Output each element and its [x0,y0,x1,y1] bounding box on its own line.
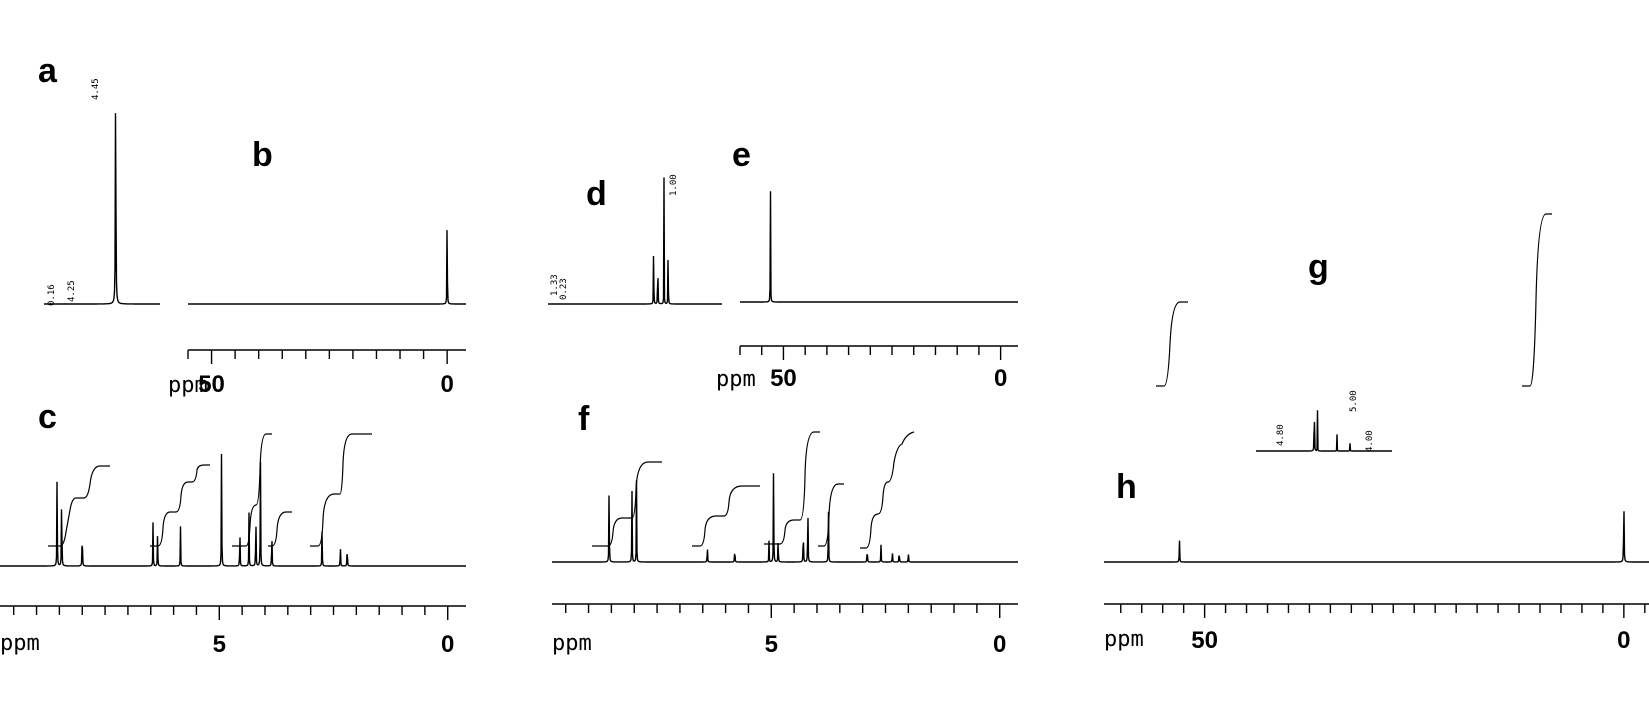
panel-a-peak-label-3: 0.16 [47,284,57,306]
panel-d-peak-label-1: 1.00 [669,174,679,196]
panel-c-integral-5 [310,433,372,547]
panel-e-label: e [732,136,751,174]
panel-f-integral-3 [764,431,820,545]
panel-h-tick-label-0: 0 [1617,627,1630,654]
panel-e: e ppm 50 0 [716,136,1018,392]
panel-d-peak-label-2: 1.33 [550,274,560,296]
panel-h-integral-2 [1522,213,1552,387]
panel-a-peak-label-2: 4.25 [67,280,77,302]
panel-a-spectrum [44,113,160,305]
panel-e-tick-label-50: 50 [770,365,797,392]
panel-b-label: b [252,136,273,174]
panel-g-peak-label-1: 4.80 [1276,424,1286,446]
panel-f-integral-5 [860,431,915,549]
panel-b-spectrum [188,230,466,305]
panel-f-axis-label: ppm [552,631,592,656]
panel-c: c ppm 5 0 [0,398,466,658]
panel-h-label: h [1116,468,1137,506]
panel-c-integral-1 [48,465,110,547]
panel-b: b ppm 50 0 [168,136,466,398]
panel-g-peak-label-3: 5.00 [1349,390,1359,412]
panel-f-label: f [578,400,590,438]
panel-f-integral-1 [592,461,662,547]
panel-e-axis [739,345,1018,360]
panel-b-axis [187,349,466,364]
panel-f-spectrum [552,473,1018,563]
panel-f-tick-label-5: 5 [765,631,778,658]
panel-g-peak-label-2: 4.00 [1365,430,1375,452]
panel-a-peak-label-1: 4.45 [91,78,101,100]
panel-f-integral-4 [818,483,844,547]
panel-f: f ppm 5 0 [552,400,1018,658]
panel-h-axis-label: ppm [1104,627,1144,652]
panel-h-tick-label-50: 50 [1191,627,1218,654]
panel-b-tick-label-50: 50 [198,371,225,398]
panel-a-label: a [38,52,58,90]
panel-c-axis [0,605,466,620]
panel-e-spectrum [740,191,1018,303]
panel-c-integral-2 [150,464,210,547]
panel-c-label: c [38,398,57,436]
panel-c-spectrum [0,453,466,567]
panel-g: g 4.80 4.00 5.00 [1256,248,1392,452]
panel-c-tick-label-5: 5 [213,631,226,658]
panel-f-axis [552,603,1018,618]
panel-g-spectrum [1256,410,1392,452]
panel-b-tick-label-0: 0 [440,371,453,398]
panel-c-axis-label: ppm [0,631,40,656]
panel-g-label: g [1308,248,1329,286]
panel-h-integral-1 [1156,301,1188,387]
panel-d-spectrum [548,177,722,305]
panel-h-spectrum [1104,511,1649,563]
panel-e-tick-label-0: 0 [994,365,1007,392]
panel-b-axis-label: ppm [168,373,208,398]
panel-a: a 4.45 4.25 0.16 [38,52,160,306]
panel-e-axis-label: ppm [716,367,756,392]
panel-f-integral-2 [692,485,760,547]
panel-d: d 1.00 1.33 0.23 [548,174,722,305]
panel-c-integral-3 [232,433,272,547]
panel-c-tick-label-0: 0 [441,631,454,658]
panel-h: h ppm 50 0 [1104,213,1649,654]
panel-c-integral-4 [268,511,292,547]
panel-d-label: d [586,175,607,213]
panel-f-tick-label-0: 0 [993,631,1006,658]
panel-d-peak-label-3: 0.23 [559,278,569,300]
panel-h-axis [1104,603,1649,618]
